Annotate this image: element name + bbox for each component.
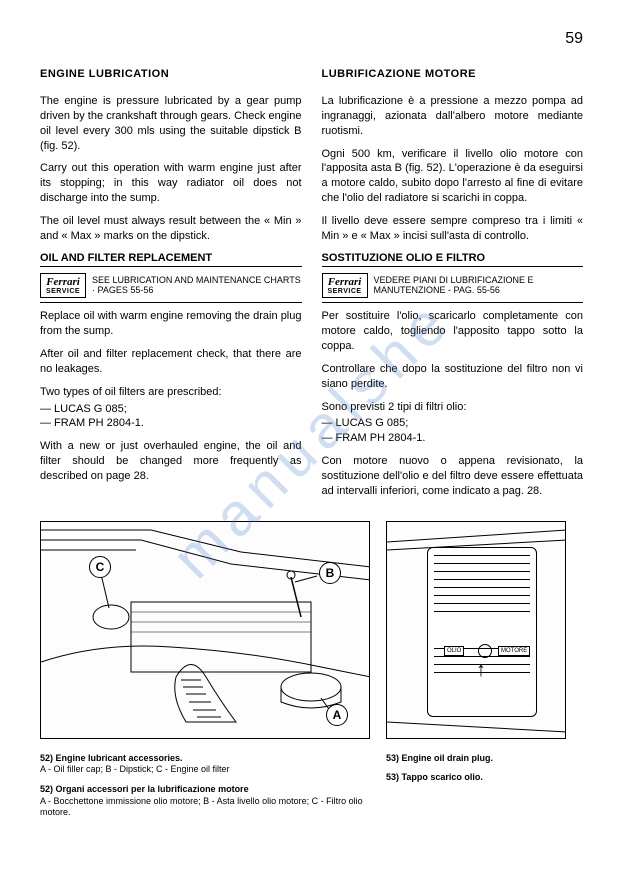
badge-service-it: SERVICE — [327, 288, 363, 296]
sub-title-en: OIL AND FILTER REPLACEMENT — [40, 252, 302, 267]
page-number: 59 — [40, 30, 583, 48]
para-it-1: La lubrificazione è a pressione a mezzo … — [322, 94, 584, 139]
caption-53-it-text: 53) Tappo scarico olio. — [386, 772, 483, 782]
caption-52-it-title: 52) Organi accessori per la lubrificazio… — [40, 784, 249, 794]
service-text-it: VEDERE PIANI DI LUBRIFICAZIONE E MANUTEN… — [374, 275, 584, 297]
para-en-3: The oil level must always result between… — [40, 214, 302, 244]
filter-en-1: — LUCAS G 085; — [40, 402, 302, 417]
callout-a: A — [326, 704, 348, 726]
caption-52-it: 52) Organi accessori per la lubrificazio… — [40, 784, 370, 819]
callout-c: C — [89, 556, 111, 578]
para-it-6: Sono previsti 2 tipi di filtri olio: — [322, 400, 584, 415]
caption-53-it: 53) Tappo scarico olio. — [386, 772, 566, 784]
para-en-1: The engine is pressure lubricated by a g… — [40, 94, 302, 153]
drain-plug-icon — [478, 644, 492, 658]
section-title-en: ENGINE LUBRICATION — [40, 68, 302, 80]
column-italian: LUBRIFICAZIONE MOTORE La lubrificazione … — [322, 68, 584, 507]
service-text-en: SEE LUBRICATION AND MAINTENANCE CHARTS ·… — [92, 275, 302, 297]
para-en-5: After oil and filter replacement check, … — [40, 347, 302, 377]
engine-bay-drawing — [41, 522, 370, 739]
ferrari-badge-en: Ferrari SERVICE — [40, 273, 86, 299]
drain-arrow-icon: ↑ — [476, 660, 486, 680]
para-it-4: Per sostituire l'olio, scaricarlo comple… — [322, 309, 584, 354]
caption-52-it-body: A - Bocchettone immissione olio motore; … — [40, 796, 363, 818]
caption-52-en: 52) Engine lubricant accessories. A - Oi… — [40, 753, 370, 776]
text-columns: ENGINE LUBRICATION The engine is pressur… — [40, 68, 583, 507]
sump-label-olio: OLIO — [444, 646, 464, 656]
caption-53-en: 53) Engine oil drain plug. — [386, 753, 566, 765]
sump-label-motore: MOTORE — [498, 646, 530, 656]
badge-service-en: SERVICE — [45, 288, 81, 296]
para-it-3: Il livello deve essere sempre compreso t… — [322, 214, 584, 244]
caption-53-en-text: 53) Engine oil drain plug. — [386, 753, 493, 763]
column-english: ENGINE LUBRICATION The engine is pressur… — [40, 68, 302, 507]
service-block-en: Ferrari SERVICE SEE LUBRICATION AND MAIN… — [40, 273, 302, 304]
callout-b: B — [319, 562, 341, 584]
oil-sump: OLIO MOTORE ↑ — [427, 547, 537, 717]
figure-52: C B A — [40, 521, 370, 739]
captions-right: 53) Engine oil drain plug. 53) Tappo sca… — [386, 747, 566, 819]
captions-row: 52) Engine lubricant accessories. A - Oi… — [40, 747, 583, 819]
service-block-it: Ferrari SERVICE VEDERE PIANI DI LUBRIFIC… — [322, 273, 584, 304]
para-it-2: Ogni 500 km, verificare il livello olio … — [322, 147, 584, 206]
figures-row: C B A OLIO MOTORE ↑ — [40, 521, 583, 739]
filter-it-2: — FRAM PH 2804-1. — [322, 431, 584, 446]
para-en-2: Carry out this operation with warm engin… — [40, 161, 302, 206]
section-title-it: LUBRIFICAZIONE MOTORE — [322, 68, 584, 80]
caption-52-en-title: 52) Engine lubricant accessories. — [40, 753, 183, 763]
para-it-7: Con motore nuovo o appena revisionato, l… — [322, 454, 584, 499]
para-en-7: With a new or just overhauled engine, th… — [40, 439, 302, 484]
captions-left: 52) Engine lubricant accessories. A - Oi… — [40, 747, 370, 819]
filter-it-1: — LUCAS G 085; — [322, 416, 584, 431]
sub-title-it: SOSTITUZIONE OLIO E FILTRO — [322, 252, 584, 267]
para-en-6: Two types of oil filters are prescribed: — [40, 385, 302, 400]
para-en-4: Replace oil with warm engine removing th… — [40, 309, 302, 339]
filter-en-2: — FRAM PH 2804-1. — [40, 416, 302, 431]
badge-brand-en: Ferrari — [45, 276, 81, 288]
para-it-5: Controllare che dopo la sostituzione del… — [322, 362, 584, 392]
caption-52-en-body: A - Oil filler cap; B - Dipstick; C - En… — [40, 764, 230, 774]
badge-brand-it: Ferrari — [327, 276, 363, 288]
figure-53: OLIO MOTORE ↑ — [386, 521, 566, 739]
ferrari-badge-it: Ferrari SERVICE — [322, 273, 368, 299]
